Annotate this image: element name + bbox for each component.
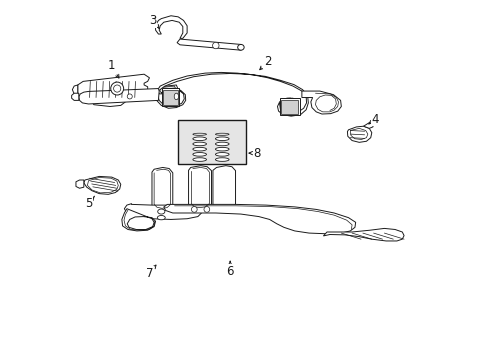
Circle shape — [127, 94, 132, 99]
Ellipse shape — [192, 147, 206, 151]
Polygon shape — [349, 129, 367, 139]
Polygon shape — [158, 85, 178, 94]
Text: 8: 8 — [249, 147, 260, 159]
Polygon shape — [163, 90, 178, 105]
Ellipse shape — [215, 142, 228, 146]
Ellipse shape — [192, 142, 206, 146]
Ellipse shape — [215, 137, 228, 140]
Polygon shape — [212, 166, 235, 209]
Ellipse shape — [158, 209, 164, 214]
Polygon shape — [155, 72, 308, 116]
Polygon shape — [188, 166, 211, 209]
Ellipse shape — [192, 133, 206, 135]
Ellipse shape — [237, 44, 244, 50]
Polygon shape — [124, 204, 201, 220]
Polygon shape — [323, 228, 403, 241]
Polygon shape — [363, 123, 373, 129]
Ellipse shape — [192, 137, 206, 140]
Polygon shape — [177, 39, 242, 50]
Polygon shape — [301, 91, 341, 114]
Polygon shape — [279, 98, 300, 116]
Circle shape — [113, 85, 121, 92]
Ellipse shape — [215, 147, 228, 151]
Polygon shape — [152, 167, 172, 211]
Ellipse shape — [157, 216, 165, 220]
Text: 4: 4 — [368, 113, 378, 126]
Polygon shape — [72, 85, 78, 96]
Ellipse shape — [215, 158, 228, 161]
Text: 6: 6 — [226, 261, 233, 278]
Polygon shape — [281, 100, 298, 114]
Text: 1: 1 — [108, 59, 119, 78]
Polygon shape — [79, 89, 159, 104]
Text: 7: 7 — [145, 265, 156, 280]
Polygon shape — [155, 16, 187, 39]
Polygon shape — [92, 96, 125, 107]
Circle shape — [212, 42, 219, 49]
Polygon shape — [346, 126, 371, 142]
Polygon shape — [122, 209, 155, 231]
Ellipse shape — [174, 93, 178, 100]
Circle shape — [110, 82, 123, 95]
Circle shape — [191, 207, 197, 212]
Polygon shape — [72, 93, 79, 100]
Text: 2: 2 — [259, 55, 271, 70]
Text: 5: 5 — [84, 196, 94, 210]
Ellipse shape — [192, 153, 206, 156]
Ellipse shape — [215, 153, 228, 156]
Polygon shape — [163, 204, 355, 234]
Polygon shape — [162, 88, 179, 106]
Polygon shape — [160, 86, 176, 93]
FancyBboxPatch shape — [178, 120, 245, 164]
Polygon shape — [87, 177, 118, 193]
Polygon shape — [76, 180, 83, 188]
Ellipse shape — [215, 133, 228, 135]
Ellipse shape — [192, 158, 206, 161]
Polygon shape — [78, 74, 149, 98]
Polygon shape — [83, 176, 121, 194]
Text: 3: 3 — [149, 14, 159, 28]
Circle shape — [203, 207, 209, 212]
